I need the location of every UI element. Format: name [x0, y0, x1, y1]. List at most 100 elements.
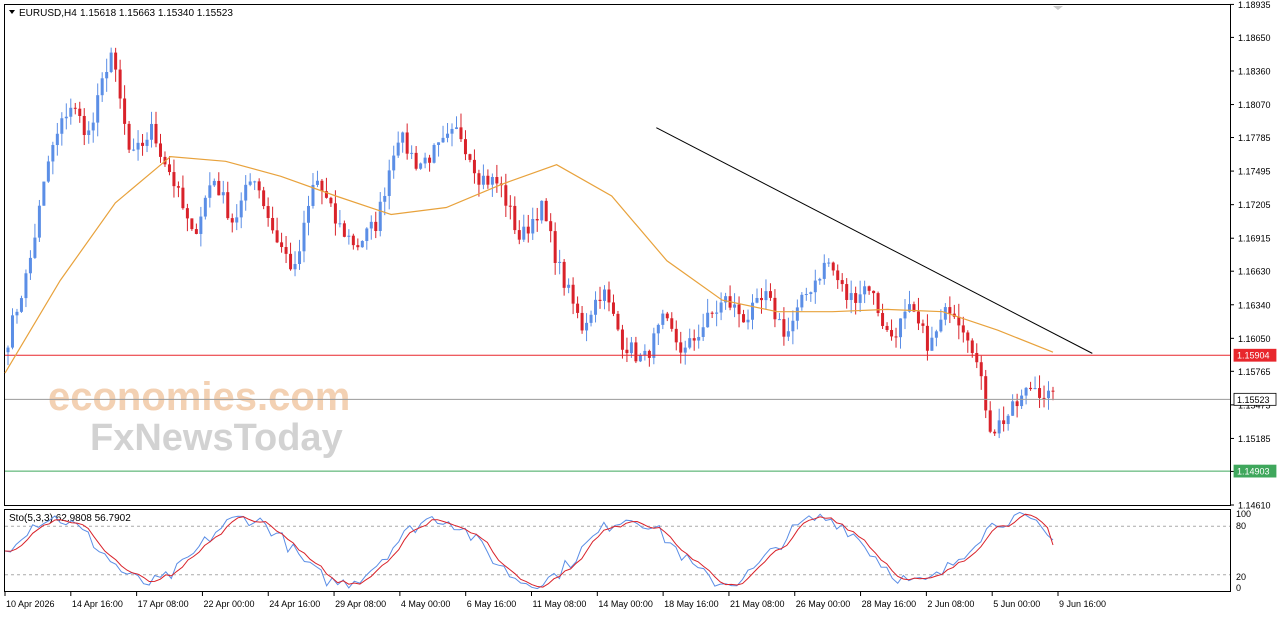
candle-body [24, 273, 28, 299]
stoch-level-20: 20 [1236, 572, 1246, 582]
candle-body [867, 286, 871, 291]
candle-body [782, 319, 786, 337]
candle-body [347, 235, 351, 237]
ohlc-values: 1.15618 1.15663 1.15340 1.15523 [80, 8, 233, 19]
trendline[interactable] [656, 127, 1093, 354]
candle-body [33, 237, 37, 258]
candle-body [158, 143, 162, 157]
candle-body [863, 286, 867, 295]
candle-body [248, 181, 252, 185]
candle-body [64, 116, 68, 119]
candle-body [217, 180, 221, 196]
candle-body [100, 78, 104, 96]
candle-body [777, 319, 781, 321]
time-axis: 10 Apr 2026 14 Apr 16:00 17 Apr 08:00 22 Ap… [4, 592, 1106, 609]
candle-body [580, 312, 584, 331]
candle-body [553, 231, 557, 263]
time-tick-label: 5 Jun 00:00 [993, 599, 1040, 609]
candle-body [899, 318, 903, 338]
candle-body [46, 161, 50, 182]
candle-body [60, 118, 64, 134]
candle-body [571, 284, 575, 304]
candle-body [257, 181, 261, 191]
candle-body [894, 336, 898, 338]
candle-body [37, 205, 41, 238]
candle-body [468, 154, 472, 160]
indicator-label: Sto(5,3,3) 62.9808 56.7902 [9, 513, 131, 524]
price-tick-label: 1.15185 [1238, 434, 1271, 444]
candle-body [535, 218, 539, 221]
candle-body [73, 107, 77, 109]
time-tick-label: 14 Apr 16:00 [72, 599, 123, 609]
scroll-marker-icon[interactable] [1053, 6, 1063, 10]
candle-body [199, 216, 203, 234]
stoch-level-100: 100 [1236, 509, 1251, 519]
candle-body [616, 313, 620, 330]
time-tick-label: 24 Apr 16:00 [269, 599, 320, 609]
candle-body [800, 294, 804, 308]
candle-body [674, 328, 678, 343]
candle-body [226, 192, 230, 219]
price-tick-label: 1.17495 [1238, 167, 1271, 177]
time-tick-label: 2 Jun 08:00 [927, 599, 974, 609]
candle-body [1051, 390, 1055, 392]
candle-body [522, 226, 526, 240]
candle-body [607, 289, 611, 303]
candle-body [118, 69, 122, 99]
candle-body [768, 291, 772, 298]
candle-body [378, 201, 382, 231]
candle-body [585, 322, 589, 331]
candle-body [28, 257, 32, 274]
candle-body [235, 217, 239, 223]
candle-body [266, 206, 270, 218]
candle-body [943, 307, 947, 320]
candle-body [96, 95, 100, 123]
candle-body [840, 280, 844, 285]
candle-body [827, 262, 831, 264]
candle-body [625, 349, 629, 354]
candle-body [172, 172, 176, 187]
candles-group[interactable] [6, 47, 1055, 439]
candle-body [724, 296, 728, 303]
candle-body [1015, 401, 1019, 407]
candle-body [472, 159, 476, 174]
candle-body [463, 139, 467, 155]
candle-body [145, 139, 149, 146]
candle-body [845, 284, 849, 300]
time-tick-label: 29 Apr 08:00 [335, 599, 386, 609]
symbol-dropdown-icon[interactable] [9, 10, 15, 14]
candle-body [311, 184, 315, 206]
candle-body [123, 98, 127, 124]
candle-body [620, 329, 624, 350]
candle-body [638, 355, 642, 362]
time-tick-label: 11 May 08:00 [533, 599, 587, 609]
candle-body [105, 71, 109, 79]
candle-body [78, 108, 82, 116]
candle-body [939, 319, 943, 332]
candle-body [979, 362, 983, 377]
stoch-level-0: 0 [1236, 583, 1241, 593]
current-label-box [1233, 392, 1277, 406]
price-tick-label: 1.18650 [1238, 33, 1271, 43]
candle-body [912, 304, 916, 312]
candle-body [419, 163, 423, 169]
overlays-group[interactable] [4, 127, 1230, 472]
candle-body [244, 184, 248, 201]
candle-body [136, 142, 140, 150]
candle-body [405, 132, 409, 154]
candle-body [42, 181, 46, 206]
candle-body [369, 221, 373, 229]
candle-body [549, 221, 553, 232]
price-tick-label: 1.16340 [1238, 300, 1271, 310]
candle-body [603, 289, 607, 301]
time-tick-label: 28 May 16:00 [862, 599, 917, 609]
candle-body [1006, 415, 1010, 425]
candle-body [984, 376, 988, 411]
candle-body [697, 336, 701, 341]
candle-body [1011, 401, 1015, 416]
moving-average-line[interactable] [4, 155, 1054, 374]
price-tick-label: 1.17205 [1238, 200, 1271, 210]
support-label-box [1233, 464, 1277, 478]
